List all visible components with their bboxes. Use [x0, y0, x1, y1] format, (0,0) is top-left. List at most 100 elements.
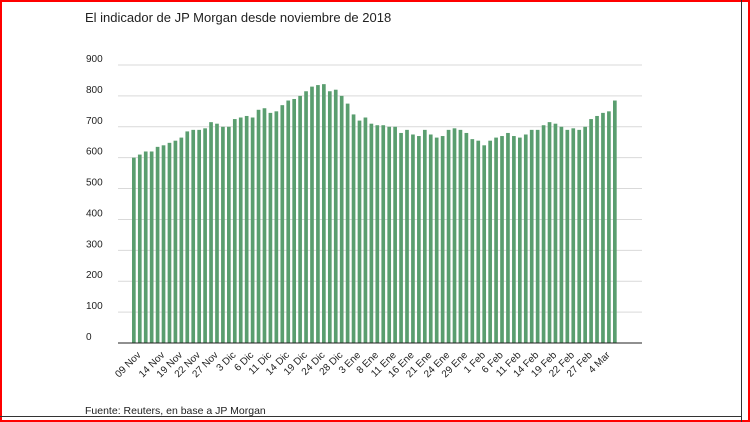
- bar: [298, 95, 302, 343]
- bar: [304, 91, 308, 343]
- bar: [149, 151, 154, 343]
- bar: [476, 140, 481, 343]
- bar: [547, 122, 552, 343]
- bar: [339, 95, 344, 343]
- bar: [143, 151, 148, 343]
- bar: [446, 129, 451, 343]
- y-tick-label: 700: [86, 116, 103, 127]
- bar: [422, 129, 427, 343]
- bar: [155, 146, 160, 343]
- bar: [577, 129, 582, 343]
- bar: [464, 132, 469, 343]
- bar: [595, 115, 599, 343]
- bar: [351, 114, 356, 343]
- bar: [494, 137, 498, 343]
- chart-title: El indicador de JP Morgan desde noviembr…: [85, 10, 392, 25]
- bar: [500, 136, 504, 343]
- bar: [440, 136, 445, 343]
- bar: [256, 109, 261, 343]
- bar: [357, 120, 362, 343]
- bar: [565, 129, 570, 343]
- y-tick-label: 200: [86, 270, 103, 281]
- bar: [327, 91, 332, 343]
- bar: [541, 125, 546, 343]
- bar: [417, 136, 421, 343]
- bar: [381, 125, 386, 343]
- bar: [589, 119, 593, 343]
- y-tick-label: 900: [86, 54, 103, 65]
- bar: [529, 129, 534, 343]
- bar: [452, 128, 457, 343]
- bar: [399, 132, 403, 343]
- bar: [405, 129, 409, 343]
- bar: [571, 128, 576, 343]
- bar: [523, 134, 528, 343]
- bar: [363, 117, 368, 343]
- bar: [559, 126, 564, 343]
- bar: [191, 129, 196, 343]
- bottom-border-line: [0, 416, 742, 417]
- bar: [173, 140, 178, 343]
- bar: [250, 117, 255, 343]
- bar: [470, 139, 475, 343]
- bar: [375, 125, 380, 343]
- bar: [132, 157, 136, 343]
- bar: [268, 112, 273, 343]
- bar: [482, 145, 487, 343]
- bar: [197, 129, 201, 343]
- bar: [322, 84, 326, 344]
- y-tick-label: 100: [86, 301, 103, 312]
- y-tick-label: 600: [86, 147, 103, 158]
- bar: [535, 129, 540, 343]
- bar: [185, 131, 190, 343]
- bar: [458, 129, 463, 343]
- bar: [411, 134, 415, 343]
- bar: [203, 128, 207, 343]
- y-tick-label: 800: [86, 85, 103, 96]
- bar: [434, 137, 439, 343]
- bar: [428, 134, 433, 343]
- x-tick-label: 3 Dic: [215, 350, 239, 374]
- y-tick-label: 0: [86, 332, 92, 343]
- bar: [333, 89, 338, 344]
- bar: [227, 126, 231, 343]
- bar: [316, 85, 320, 343]
- bar: [286, 100, 291, 344]
- bar: [387, 126, 392, 343]
- bar: [393, 126, 397, 343]
- x-tick-label: 7 Mar: [0, 349, 1, 360]
- y-tick-label: 400: [86, 208, 103, 219]
- bar: [262, 108, 267, 344]
- bar: [345, 103, 350, 343]
- bar: [209, 122, 213, 343]
- right-border-line: [741, 0, 742, 422]
- bar: [506, 132, 510, 343]
- bar: [488, 140, 492, 343]
- bar: [221, 126, 225, 343]
- bar: [601, 112, 605, 343]
- y-tick-label: 500: [86, 178, 103, 189]
- bars: [132, 84, 617, 344]
- bar: [310, 86, 314, 344]
- source-note: Fuente: Reuters, en base a JP Morgan: [85, 405, 266, 417]
- bar: [517, 137, 522, 343]
- y-axis-ticks: 0 100 200 300 400 500 600 700 800 900: [86, 54, 103, 343]
- bar: [232, 119, 237, 343]
- bar: [613, 100, 617, 344]
- bar: [161, 145, 166, 343]
- bar: [238, 117, 243, 343]
- bar: [179, 137, 184, 343]
- bar: [274, 111, 279, 343]
- bar: [369, 123, 374, 343]
- bar: [167, 142, 172, 343]
- grid-lines: [118, 64, 642, 313]
- bar: [512, 136, 516, 343]
- bar: [244, 115, 249, 343]
- bar: [280, 105, 285, 343]
- y-tick-label: 300: [86, 239, 103, 250]
- bar: [583, 126, 587, 343]
- bar: [137, 154, 142, 343]
